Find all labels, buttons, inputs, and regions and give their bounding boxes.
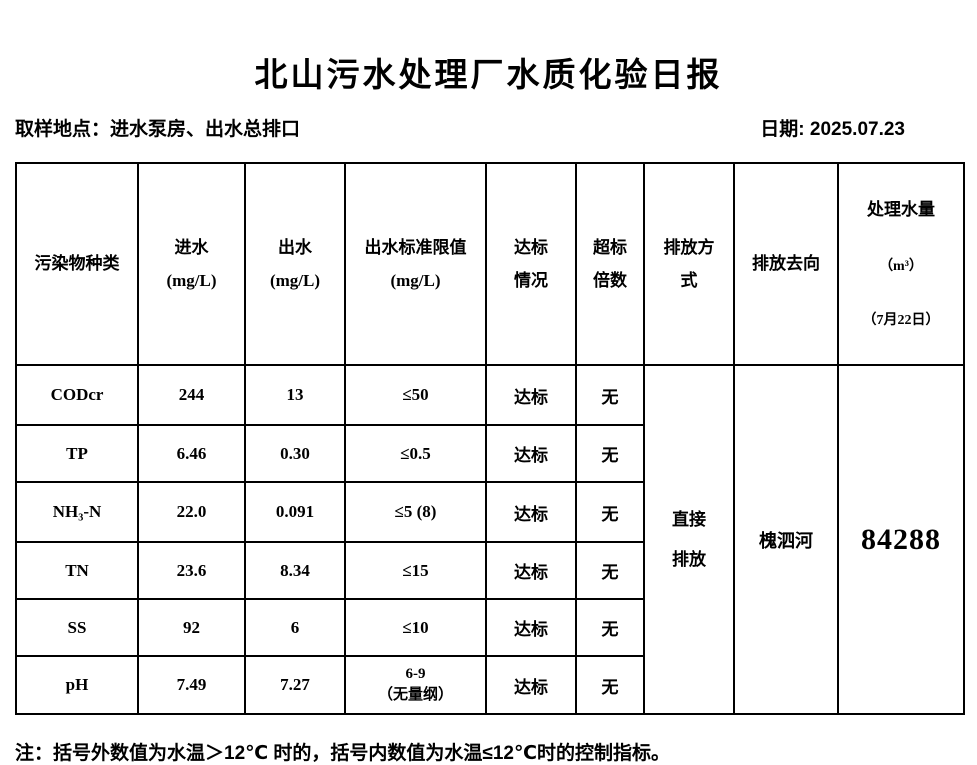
cell-limit: ≤0.5 — [344, 424, 487, 484]
cell-influent: 92 — [137, 598, 246, 658]
header-treated-volume-date: （7月22日） — [862, 312, 940, 328]
header-treated-volume: 处理水量 （m³） （7月22日） — [837, 161, 965, 367]
cell-effluent: 0.091 — [244, 481, 346, 544]
footnote: 注：括号外数值为水温＞12℃ 时的，括号内数值为水温≤12℃时的控制指标。 — [15, 743, 670, 765]
cell-influent: 22.0 — [137, 481, 246, 544]
header-discharge-mode: 排放方 式 — [643, 161, 735, 367]
table-header-row: 污染物种类 进水 (mg/L) 出水 (mg/L) 出水标准限值 (mg/L) … — [15, 161, 965, 367]
header-treated-volume-unit: （m³） — [879, 258, 923, 274]
header-influent: 进水 (mg/L) — [137, 161, 246, 367]
table-row-codcr: CODcr 244 13 ≤50 达标 无 直接 排放 槐泗河 84288 — [15, 364, 965, 716]
cell-compliance: 达标 — [485, 655, 577, 716]
meta-row: 取样地点：进水泵房、出水总排口 日期: 2025.07.23 — [15, 114, 977, 141]
cell-compliance: 达标 — [485, 481, 577, 544]
cell-limit: ≤5 (8) — [344, 481, 487, 544]
report-date-label: 日期: 2025.07.23 — [760, 119, 905, 140]
cell-limit: ≤50 — [344, 364, 487, 427]
cell-pollutant: CODcr — [15, 364, 139, 427]
cell-exceedance: 无 — [575, 481, 645, 544]
water-quality-table: 污染物种类 进水 (mg/L) 出水 (mg/L) 出水标准限值 (mg/L) … — [15, 161, 965, 716]
cell-pollutant: TN — [15, 541, 139, 601]
cell-discharge-destination: 槐泗河 — [733, 364, 839, 716]
cell-influent: 6.46 — [137, 424, 246, 484]
header-effluent-standard-limit: 出水标准限值 (mg/L) — [344, 161, 487, 367]
cell-limit: ≤10 — [344, 598, 487, 658]
table-row-ss: SS 92 6 ≤10 达标 无 — [15, 598, 964, 658]
cell-limit: ≤15 — [344, 541, 487, 601]
report-title: 北山污水处理厂水质化验日报 — [254, 58, 723, 94]
table-row-tn: TN 23.6 8.34 ≤15 达标 无 — [15, 541, 964, 601]
table-row-ph: pH 7.49 7.27 6-9 （无量纲） 达标 无 — [15, 655, 964, 716]
cell-influent: 244 — [137, 364, 246, 427]
cell-discharge-mode: 直接 排放 — [643, 364, 735, 716]
header-compliance-status: 达标 情况 — [485, 161, 577, 367]
cell-exceedance: 无 — [575, 598, 645, 658]
cell-effluent: 13 — [244, 364, 346, 427]
cell-pollutant: TP — [15, 424, 139, 484]
cell-exceedance: 无 — [575, 541, 645, 601]
sampling-location-label: 取样地点：进水泵房、出水总排口 — [15, 119, 301, 140]
cell-pollutant: pH — [15, 655, 139, 716]
header-pollutant-type: 污染物种类 — [15, 161, 139, 367]
cell-compliance: 达标 — [485, 541, 577, 601]
cell-compliance: 达标 — [485, 598, 577, 658]
cell-compliance: 达标 — [485, 364, 577, 427]
cell-exceedance: 无 — [575, 364, 645, 427]
cell-influent: 23.6 — [137, 541, 246, 601]
cell-influent: 7.49 — [137, 655, 246, 716]
cell-pollutant: NH₃-N — [15, 481, 139, 544]
cell-compliance: 达标 — [485, 424, 577, 484]
cell-effluent: 8.34 — [244, 541, 346, 601]
cell-pollutant: SS — [15, 598, 139, 658]
report-page: 北山污水处理厂水质化验日报 取样地点：进水泵房、出水总排口 日期: 2025.0… — [15, 58, 977, 764]
header-treated-volume-title: 处理水量 — [867, 200, 935, 220]
cell-effluent: 6 — [244, 598, 346, 658]
header-exceedance-multiple: 超标 倍数 — [575, 161, 645, 367]
header-effluent: 出水 (mg/L) — [244, 161, 346, 367]
cell-limit: 6-9 （无量纲） — [344, 655, 487, 716]
table-row-nh3n: NH₃-N 22.0 0.091 ≤5 (8) 达标 无 — [15, 481, 964, 544]
cell-exceedance: 无 — [575, 424, 645, 484]
table-row-tp: TP 6.46 0.30 ≤0.5 达标 无 — [15, 424, 964, 484]
cell-treated-volume: 84288 — [837, 364, 965, 716]
cell-effluent: 0.30 — [244, 424, 346, 484]
cell-effluent: 7.27 — [244, 655, 346, 716]
header-discharge-destination: 排放去向 — [733, 161, 839, 367]
cell-exceedance: 无 — [575, 655, 645, 716]
